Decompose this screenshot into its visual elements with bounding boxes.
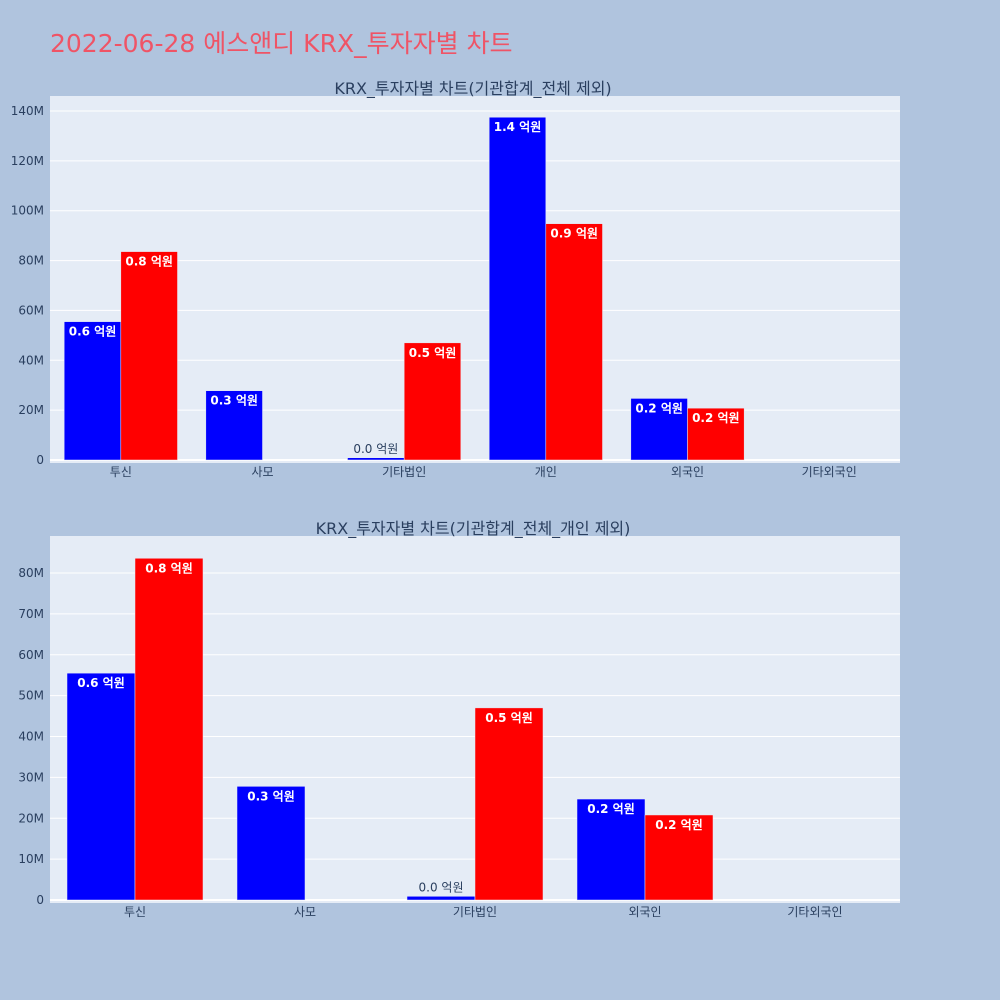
chart2-ytick-label: 40M <box>18 730 44 744</box>
chart1-ytick-label: 80M <box>18 254 44 268</box>
chart2-bar-sell <box>134 558 204 901</box>
chart2-ytick-label: 20M <box>18 811 44 825</box>
chart1-ytick-label: 120M <box>11 154 44 168</box>
chart1-ytick-label: 0 <box>36 453 44 467</box>
chart1-xtick-label: 사모 <box>251 465 273 479</box>
chart2-title: KRX_투자자별 차트(기관합계_전체_개인 제외) <box>316 519 631 539</box>
chart2-bar-label: 0.2 억원 <box>655 818 703 832</box>
chart2-ytick-label: 70M <box>18 607 44 621</box>
chart2-bar-label: 0.8 억원 <box>145 561 193 575</box>
chart2-bar-label: 0.6 억원 <box>77 676 125 690</box>
chart1-bar-label: 0.0 억원 <box>353 442 398 456</box>
chart2-bar-sell <box>644 814 714 901</box>
chart2-bar-label: 0.3 억원 <box>247 789 295 803</box>
chart1-plot-area <box>50 96 900 463</box>
chart1-ytick-label: 40M <box>18 353 44 367</box>
chart2-xtick-label: 기타법인 <box>453 905 497 919</box>
chart1-ytick-label: 20M <box>18 403 44 417</box>
page-title: 2022-06-28 에스앤디 KRX_투자자별 차트 <box>50 29 513 58</box>
chart2-ytick-label: 60M <box>18 648 44 662</box>
chart2-bar-buy <box>236 786 306 901</box>
chart1-xtick-label: 기타외국인 <box>802 465 857 479</box>
chart1-bar-label: 1.4 억원 <box>494 120 542 134</box>
chart2-bar-sell <box>474 707 544 901</box>
chart1-bar-label: 0.2 억원 <box>692 411 740 425</box>
chart2-ytick-label: 0 <box>36 893 44 907</box>
chart2-bar-buy <box>406 896 476 901</box>
chart1-xtick-label: 투신 <box>110 465 132 479</box>
chart1-xtick-label: 기타법인 <box>382 465 426 479</box>
chart1-bar-sell <box>403 342 462 461</box>
chart1-bar-label: 0.2 억원 <box>635 401 683 415</box>
chart2-bar-label: 0.0 억원 <box>419 880 464 894</box>
chart2-ytick-label: 80M <box>18 566 44 580</box>
chart2-bar-label: 0.2 억원 <box>587 802 635 816</box>
chart1-ytick-label: 60M <box>18 303 44 317</box>
chart1-title: KRX_투자자별 차트(기관합계_전체 제외) <box>334 79 611 99</box>
chart1-bar-buy <box>205 390 263 461</box>
chart1-ytick-label: 140M <box>11 104 44 118</box>
chart1-bar-buy <box>347 457 405 461</box>
chart2-xtick-label: 외국인 <box>628 905 661 919</box>
chart1-bar-label: 0.8 억원 <box>125 255 173 269</box>
chart2-xtick-label: 기타외국인 <box>787 905 842 919</box>
chart1-ytick-label: 100M <box>11 204 44 218</box>
chart2-bar-buy <box>66 672 136 901</box>
chart2-bar-label: 0.5 억원 <box>485 711 533 725</box>
chart1-bar-buy <box>63 321 122 461</box>
chart1-bar-buy <box>488 116 547 461</box>
chart1-bar-label: 0.6 억원 <box>69 325 117 339</box>
chart1-bar-label: 0.5 억원 <box>409 346 457 360</box>
chart1-bar-label: 0.9 억원 <box>550 227 598 241</box>
chart1-bar-sell <box>545 223 603 461</box>
chart1-xtick-label: 외국인 <box>671 465 704 479</box>
chart2-ytick-label: 30M <box>18 770 44 784</box>
chart1-bar-sell <box>120 251 178 461</box>
chart2-ytick-label: 10M <box>18 852 44 866</box>
chart2-ytick-label: 50M <box>18 689 44 703</box>
chart2-bar-buy <box>576 798 646 901</box>
chart1-bar-label: 0.3 억원 <box>210 394 258 408</box>
chart1-xtick-label: 개인 <box>535 465 557 479</box>
chart2-xtick-label: 사모 <box>294 905 316 919</box>
chart2-xtick-label: 투신 <box>124 905 146 919</box>
chart1-bar-sell <box>687 407 745 461</box>
